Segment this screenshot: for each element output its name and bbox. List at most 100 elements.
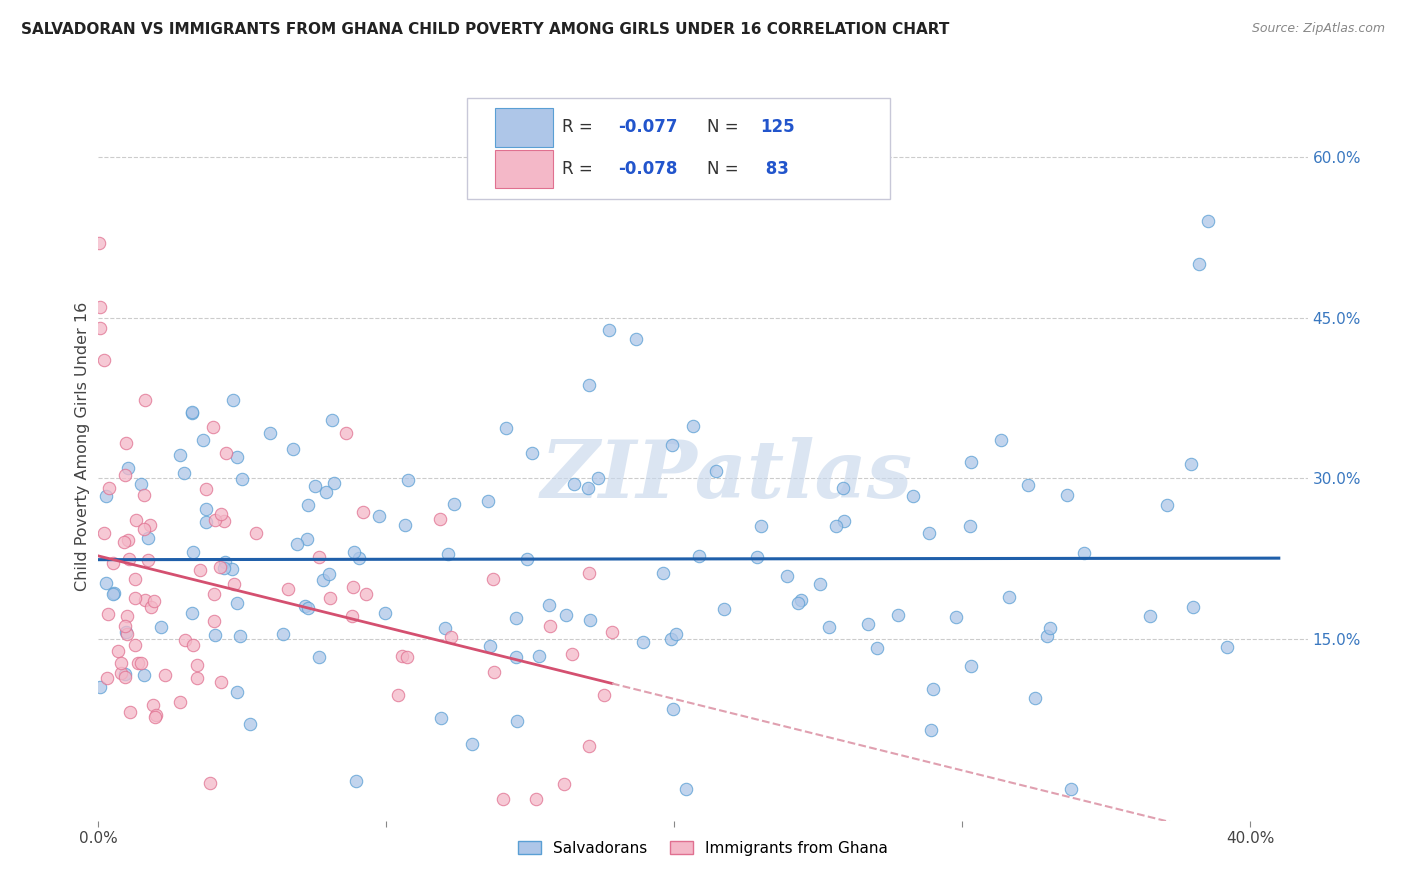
Point [181, 638, 204, 652]
Point [93, 526, 115, 541]
Point [142, 698, 165, 712]
Point [186, 671, 208, 685]
Point [308, 549, 330, 564]
FancyBboxPatch shape [467, 97, 890, 199]
Point [704, 464, 727, 478]
Point [93, 353, 115, 368]
Point [312, 573, 335, 587]
Point [231, 472, 253, 486]
Point [308, 649, 330, 664]
Point [181, 405, 204, 419]
Point [229, 629, 252, 643]
Text: N =: N = [707, 160, 744, 178]
Point [960, 659, 983, 673]
Point [318, 567, 340, 582]
Point [110, 666, 132, 681]
Point [506, 714, 529, 729]
Point [198, 775, 221, 789]
Point [1073, 545, 1095, 559]
Point [495, 421, 517, 435]
Point [429, 512, 451, 526]
Point [96, 607, 118, 622]
Point [131, 477, 153, 491]
Point [352, 504, 374, 518]
Point [918, 526, 941, 541]
Point [1156, 499, 1178, 513]
Point [825, 519, 848, 533]
Point [212, 561, 235, 575]
Point [112, 534, 135, 549]
Point [661, 438, 683, 452]
Point [117, 461, 139, 475]
Point [115, 625, 138, 640]
Point [191, 433, 214, 447]
Point [396, 473, 419, 487]
Text: SALVADORAN VS IMMIGRANTS FROM GHANA CHILD POVERTY AMONG GIRLS UNDER 16 CORRELATI: SALVADORAN VS IMMIGRANTS FROM GHANA CHIL… [21, 22, 949, 37]
Point [624, 332, 647, 346]
Point [1024, 691, 1046, 706]
Point [461, 737, 484, 751]
Point [555, 607, 578, 622]
Point [429, 711, 451, 725]
Point [222, 392, 245, 407]
Point [808, 577, 831, 591]
Point [598, 323, 620, 337]
Point [343, 545, 366, 559]
Point [538, 619, 561, 633]
Point [202, 419, 225, 434]
Point [391, 648, 413, 663]
Point [202, 614, 225, 628]
Point [173, 466, 195, 480]
Point [321, 413, 343, 427]
Point [484, 665, 506, 679]
Point [579, 613, 602, 627]
Point [340, 608, 363, 623]
Point [505, 650, 527, 665]
Point [600, 625, 623, 640]
Point [195, 501, 218, 516]
Point [682, 419, 704, 434]
Point [239, 717, 262, 731]
Point [129, 656, 152, 670]
Point [347, 551, 370, 566]
Point [245, 525, 267, 540]
Point [675, 781, 697, 796]
Point [139, 517, 162, 532]
Point [945, 610, 967, 624]
Point [114, 666, 136, 681]
Point [1197, 214, 1219, 228]
Point [94, 575, 117, 590]
Point [103, 586, 125, 600]
Point [342, 580, 364, 594]
Point [89, 680, 111, 694]
Point [145, 707, 167, 722]
Point [134, 488, 156, 502]
Point [214, 555, 236, 569]
Point [335, 426, 357, 441]
Point [115, 627, 138, 641]
Point [139, 600, 162, 615]
Point [665, 627, 688, 641]
Point [134, 593, 156, 607]
Point [344, 773, 367, 788]
Point [903, 489, 925, 503]
Point [277, 582, 299, 596]
Point [866, 640, 889, 655]
Point [208, 560, 231, 574]
Point [433, 622, 456, 636]
Point [776, 569, 799, 583]
Point [1039, 621, 1062, 635]
Point [1187, 257, 1209, 271]
Point [790, 593, 813, 607]
Point [713, 601, 735, 615]
Point [920, 723, 942, 738]
Point [194, 482, 217, 496]
Point [1036, 629, 1059, 643]
Point [688, 549, 710, 563]
Point [553, 777, 575, 791]
Point [998, 590, 1021, 604]
Point [437, 547, 460, 561]
Point [745, 550, 768, 565]
Point [153, 668, 176, 682]
Point [114, 467, 136, 482]
